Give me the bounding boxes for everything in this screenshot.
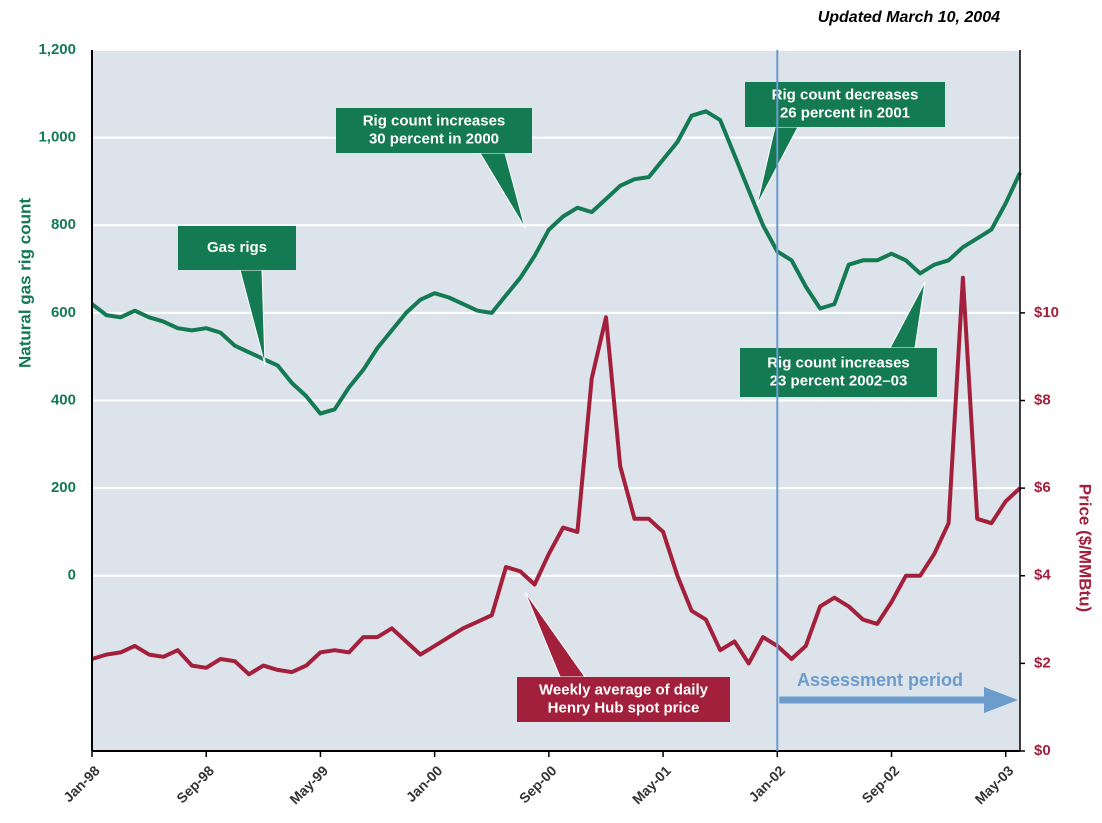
- callout-box: [517, 677, 730, 722]
- y2-tick-label: $4: [1034, 567, 1051, 584]
- callout-text: Weekly average of daily: [539, 681, 709, 698]
- y2-tick-label: $2: [1034, 654, 1051, 671]
- callout-text: Rig count increases: [767, 354, 910, 371]
- y-tick-label: 200: [51, 479, 76, 496]
- y2-tick-label: $0: [1034, 742, 1051, 759]
- callout-text: 30 percent in 2000: [369, 130, 499, 147]
- x-tick-label: Jan-02: [745, 762, 788, 805]
- x-tick-label: May-01: [629, 762, 674, 807]
- callout-text: 26 percent in 2001: [780, 104, 910, 121]
- series-line: [91, 275, 1022, 677]
- note: Updated March 10, 2004: [818, 9, 1000, 26]
- callout-box: [740, 348, 937, 397]
- x-tick-label: Jan-00: [403, 762, 446, 805]
- callout-text: Henry Hub spot price: [548, 699, 700, 716]
- callout-text: Rig count decreases: [772, 86, 919, 103]
- x-tick-label: Sep-00: [516, 762, 560, 806]
- y2-tick-label: $10: [1034, 304, 1059, 321]
- y-axis-title: Natural gas rig count: [15, 198, 34, 368]
- assessment-arrowhead: [984, 687, 1018, 713]
- callout-box: [178, 226, 296, 270]
- series-line: [90, 109, 1022, 416]
- y2-tick-label: $6: [1034, 479, 1051, 496]
- callout-text: Rig count increases: [363, 112, 506, 129]
- y-tick-label: 600: [51, 304, 76, 321]
- y-tick-label: 400: [51, 391, 76, 408]
- callout-box: [336, 108, 532, 153]
- x-tick-label: Jan-98: [60, 762, 103, 805]
- callout-box: [745, 82, 945, 127]
- x-tick-label: May-03: [972, 762, 1017, 807]
- callout-text: Gas rigs: [207, 239, 267, 256]
- y-tick-label: 1,200: [38, 41, 76, 58]
- y2-tick-label: $8: [1034, 391, 1051, 408]
- y-tick-label: 0: [68, 567, 76, 584]
- y-tick-label: 800: [51, 216, 76, 233]
- x-tick-label: Sep-98: [173, 762, 217, 806]
- assessment-label: Assessment period: [797, 670, 963, 690]
- y2-axis-title: Price ($/MMBtu): [1076, 484, 1095, 612]
- x-tick-label: May-99: [286, 762, 331, 807]
- y-tick-label: 1,000: [38, 129, 76, 146]
- x-tick-label: Sep-02: [858, 762, 902, 806]
- callout-text: 23 percent 2002–03: [770, 372, 908, 389]
